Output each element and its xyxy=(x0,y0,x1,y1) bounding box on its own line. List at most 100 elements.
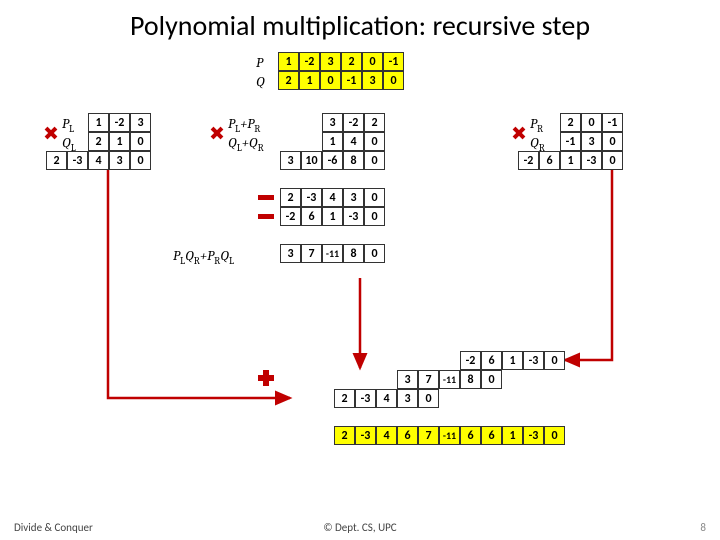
mid-result: 310-680 xyxy=(280,151,385,170)
cell: 8 xyxy=(343,151,364,170)
sub2-row: -261-30 xyxy=(280,207,385,226)
cell: 1 xyxy=(88,113,109,132)
cell: 7 xyxy=(418,426,439,445)
cell: 3 xyxy=(397,370,418,389)
cell: 2 xyxy=(278,71,299,90)
assemble-mid: 37-1180 xyxy=(397,370,502,389)
label-QLQR: QL+QR xyxy=(228,134,264,154)
label-PLPR: PL+PR xyxy=(228,115,260,135)
cell: 3 xyxy=(280,151,301,170)
minus-icon xyxy=(258,214,274,219)
cell: -11 xyxy=(439,370,460,389)
cell: -3 xyxy=(355,389,376,408)
row-Q: 2 1 0 -1 3 0 xyxy=(278,71,404,90)
cell: 3 xyxy=(109,151,130,170)
cell: 3 xyxy=(362,71,383,90)
multiply-icon xyxy=(512,126,526,140)
cell: 0 xyxy=(364,132,385,151)
cell: 0 xyxy=(481,370,502,389)
cell: -3 xyxy=(301,188,322,207)
cell: 10 xyxy=(301,151,322,170)
assemble-bot: 2-3430 xyxy=(334,389,439,408)
label-Q: Q xyxy=(256,73,265,90)
top-pq-block: 1 -2 3 2 0 -1 2 1 0 -1 3 0 xyxy=(278,52,404,90)
cell: 3 xyxy=(322,113,343,132)
cell: 1 xyxy=(278,52,299,71)
assemble-top: -261-30 xyxy=(460,351,565,370)
cell: 6 xyxy=(460,426,481,445)
cell: 0 xyxy=(544,426,565,445)
cell: 2 xyxy=(560,113,581,132)
minus-icon xyxy=(258,195,274,200)
cell: 6 xyxy=(481,426,502,445)
cell: 0 xyxy=(544,351,565,370)
cell: 0 xyxy=(130,132,151,151)
label-cross: PLQR+PRQL xyxy=(173,247,234,267)
cell: -1 xyxy=(341,71,362,90)
cell: 1 xyxy=(502,351,523,370)
cell: 1 xyxy=(299,71,320,90)
row-P: 1 -2 3 2 0 -1 xyxy=(278,52,404,71)
cell: -3 xyxy=(523,351,544,370)
cell: 6 xyxy=(301,207,322,226)
cell: -2 xyxy=(280,207,301,226)
cell: 1 xyxy=(560,151,581,170)
cell: 7 xyxy=(301,244,322,263)
cell: -3 xyxy=(67,151,88,170)
cell: 2 xyxy=(280,188,301,207)
cell: -3 xyxy=(343,207,364,226)
cell: -3 xyxy=(523,426,544,445)
cell: 2 xyxy=(364,113,385,132)
label-P: P xyxy=(256,54,263,71)
cell: 0 xyxy=(320,71,341,90)
cell: 3 xyxy=(130,113,151,132)
cell: -2 xyxy=(299,52,320,71)
cell: 3 xyxy=(397,389,418,408)
final-result: 2 -3 4 6 7 -11 6 6 1 -3 0 xyxy=(334,426,565,445)
cell: -11 xyxy=(322,244,343,263)
cell: 4 xyxy=(88,151,109,170)
cell: 6 xyxy=(481,351,502,370)
cell: 0 xyxy=(364,151,385,170)
cell: 0 xyxy=(602,151,623,170)
cell: 8 xyxy=(343,244,364,263)
page-title: Polynomial multiplication: recursive ste… xyxy=(0,0,720,47)
diagram-canvas: P Q 1 -2 3 2 0 -1 2 1 0 -1 3 0 PL QL 1-2… xyxy=(0,48,720,512)
cell: -1 xyxy=(602,113,623,132)
cell: 3 xyxy=(343,188,364,207)
label-PR: PR xyxy=(530,115,543,135)
right-result: -261-30 xyxy=(518,151,623,170)
cell: 0 xyxy=(581,113,602,132)
right-block: 20-1 -130 xyxy=(560,113,623,151)
cell: 0 xyxy=(383,71,404,90)
cell: 3 xyxy=(581,132,602,151)
cell: -3 xyxy=(355,426,376,445)
cell: 6 xyxy=(539,151,560,170)
cell: 7 xyxy=(418,370,439,389)
left-result: 2-3430 xyxy=(46,151,151,170)
cell: 2 xyxy=(334,426,355,445)
cell: 1 xyxy=(109,132,130,151)
footer-center: © Dept. CS, UPC xyxy=(0,521,720,534)
cell: -2 xyxy=(460,351,481,370)
cell: 0 xyxy=(418,389,439,408)
cell: 0 xyxy=(364,188,385,207)
cell: 4 xyxy=(322,188,343,207)
cell: 3 xyxy=(320,52,341,71)
cell: 2 xyxy=(334,389,355,408)
left-block: 1-23 210 xyxy=(88,113,151,151)
sub1-row: 2-3430 xyxy=(280,188,385,207)
cross-row: 37-1180 xyxy=(280,244,385,263)
label-PL: PL xyxy=(62,115,74,135)
cell: 4 xyxy=(343,132,364,151)
cell: -2 xyxy=(109,113,130,132)
cell: 0 xyxy=(362,52,383,71)
plus-icon xyxy=(258,370,274,386)
multiply-icon xyxy=(44,126,58,140)
cell: -1 xyxy=(560,132,581,151)
cell: 1 xyxy=(322,207,343,226)
cell: 0 xyxy=(364,244,385,263)
cell: 4 xyxy=(376,389,397,408)
cell: 1 xyxy=(322,132,343,151)
mid-block: 3-22 140 xyxy=(322,113,385,151)
